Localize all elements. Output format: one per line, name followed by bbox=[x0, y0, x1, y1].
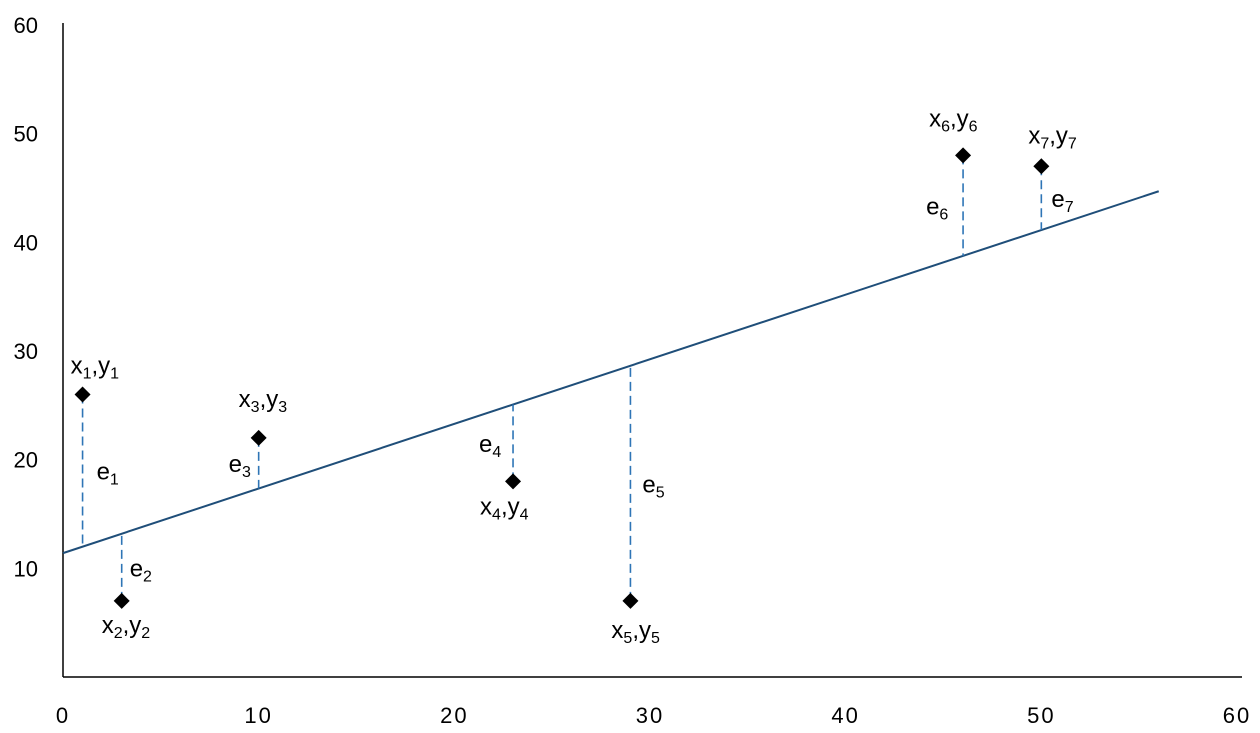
data-point bbox=[505, 473, 522, 490]
point-label: x7,y7 bbox=[1028, 122, 1077, 152]
x-tick-label: 20 bbox=[440, 703, 468, 728]
residual-label: e5 bbox=[642, 471, 664, 501]
point-label: x4,y4 bbox=[480, 493, 529, 523]
data-point bbox=[1033, 158, 1050, 175]
regression-line bbox=[62, 190, 1160, 555]
data-point bbox=[74, 386, 91, 403]
residual-label: e3 bbox=[229, 451, 251, 481]
residual-label: e6 bbox=[926, 194, 948, 224]
y-tick-label: 20 bbox=[14, 448, 38, 473]
y-tick-label: 60 bbox=[14, 13, 38, 38]
y-tick-label: 10 bbox=[14, 556, 38, 581]
x-tick-label: 30 bbox=[636, 703, 664, 728]
x-tick-label: 60 bbox=[1223, 703, 1251, 728]
data-point bbox=[622, 592, 639, 609]
data-point bbox=[955, 147, 972, 164]
y-tick-label: 30 bbox=[14, 339, 38, 364]
residual-label: e2 bbox=[130, 555, 152, 585]
residual-label: e1 bbox=[97, 459, 119, 489]
fit-line-group bbox=[62, 190, 1160, 555]
point-label: x3,y3 bbox=[239, 386, 288, 416]
x-tick-label: 50 bbox=[1027, 703, 1055, 728]
residuals-group bbox=[81, 155, 1043, 601]
point-label: x6,y6 bbox=[929, 105, 978, 135]
axes: 0 10 20 30 40 50 60 10 20 30 40 50 60 bbox=[14, 13, 1251, 728]
x-tick-label: 10 bbox=[244, 703, 272, 728]
residual-label: e4 bbox=[479, 431, 501, 461]
point-label: x1,y1 bbox=[71, 352, 120, 382]
data-point bbox=[113, 592, 130, 609]
point-label: x2,y2 bbox=[102, 612, 151, 642]
x-tick-label: 0 bbox=[56, 703, 70, 728]
residual-label: e7 bbox=[1051, 186, 1073, 216]
y-tick-label: 50 bbox=[14, 122, 38, 147]
y-tick-label: 40 bbox=[14, 230, 38, 255]
labels-group: x1,y1 e1 x2,y2 e2 x3,y3 e3 x4,y4 e4 x5,y5 e5 x6,y6… bbox=[71, 105, 1077, 647]
point-label: x5,y5 bbox=[611, 617, 660, 647]
points-group bbox=[74, 147, 1050, 609]
x-tick-label: 40 bbox=[831, 703, 859, 728]
data-point bbox=[250, 429, 267, 446]
